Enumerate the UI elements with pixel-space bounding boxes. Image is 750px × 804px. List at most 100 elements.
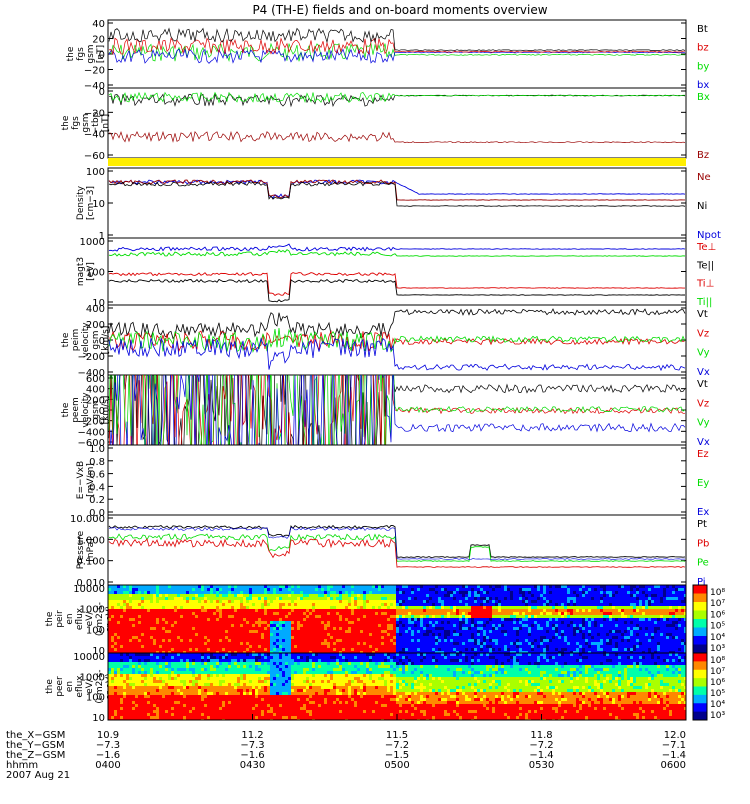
spec-cell bbox=[594, 624, 597, 627]
spec-cell bbox=[531, 615, 534, 618]
series-vz2 bbox=[109, 332, 685, 488]
spec-cell bbox=[252, 615, 255, 618]
spec-cell bbox=[609, 606, 612, 609]
spec-cell bbox=[570, 624, 573, 627]
spec-cell bbox=[225, 633, 228, 636]
spec-cell bbox=[378, 648, 381, 651]
spec-cell bbox=[417, 627, 420, 630]
spec-cell bbox=[381, 624, 384, 627]
y-axis-label: peim bbox=[71, 329, 81, 352]
spec-cell bbox=[327, 621, 330, 624]
spec-cell bbox=[504, 612, 507, 615]
spec-cell bbox=[597, 621, 600, 624]
spec-cell bbox=[321, 624, 324, 627]
spec-cell bbox=[117, 656, 120, 659]
spec-cell bbox=[252, 588, 255, 591]
spec-cell bbox=[432, 630, 435, 633]
spec-cell bbox=[264, 606, 267, 609]
spec-cell bbox=[552, 597, 555, 600]
spec-cell bbox=[186, 600, 189, 603]
spec-cell bbox=[159, 600, 162, 603]
spec-cell bbox=[300, 600, 303, 603]
spec-cell bbox=[114, 642, 117, 645]
spec-cell bbox=[153, 636, 156, 639]
spec-cell bbox=[279, 624, 282, 627]
spec-cell bbox=[249, 627, 252, 630]
panel-data bbox=[109, 244, 685, 302]
spec-cell bbox=[489, 624, 492, 627]
spec-cell bbox=[609, 627, 612, 630]
spec-cell bbox=[444, 645, 447, 648]
spec-cell bbox=[594, 594, 597, 597]
spec-cell bbox=[327, 642, 330, 645]
spec-cell bbox=[279, 612, 282, 615]
spec-cell bbox=[585, 621, 588, 624]
spec-cell bbox=[327, 639, 330, 642]
spec-cell bbox=[333, 591, 336, 594]
spec-cell bbox=[645, 600, 648, 603]
spec-cell bbox=[204, 618, 207, 621]
spec-cell bbox=[627, 597, 630, 600]
spec-cell bbox=[186, 636, 189, 639]
spec-cell bbox=[123, 716, 126, 719]
spec-cell bbox=[432, 627, 435, 630]
spec-cell bbox=[543, 612, 546, 615]
spec-cell bbox=[114, 665, 117, 668]
spec-cell bbox=[180, 624, 183, 627]
spec-cell bbox=[648, 642, 651, 645]
spec-cell bbox=[441, 642, 444, 645]
spec-cell bbox=[294, 630, 297, 633]
spec-cell bbox=[351, 639, 354, 642]
spec-cell bbox=[120, 662, 123, 665]
spec-cell bbox=[114, 606, 117, 609]
spec-cell bbox=[441, 603, 444, 606]
spec-cell bbox=[480, 615, 483, 618]
spec-cell bbox=[285, 624, 288, 627]
spec-cell bbox=[612, 600, 615, 603]
spec-cell bbox=[495, 609, 498, 612]
spec-cell bbox=[546, 600, 549, 603]
spec-cell bbox=[261, 639, 264, 642]
spec-cell bbox=[591, 639, 594, 642]
spec-cell bbox=[405, 642, 408, 645]
legend-ne: Ne bbox=[697, 172, 711, 183]
spec-cell bbox=[489, 591, 492, 594]
spec-cell bbox=[636, 645, 639, 648]
spec-cell bbox=[606, 636, 609, 639]
spec-cell bbox=[417, 636, 420, 639]
spec-cell bbox=[366, 639, 369, 642]
spec-cell bbox=[210, 594, 213, 597]
spec-cell bbox=[150, 591, 153, 594]
spec-cell bbox=[492, 588, 495, 591]
spec-cell bbox=[399, 633, 402, 636]
spec-cell bbox=[615, 609, 618, 612]
spec-cell bbox=[645, 603, 648, 606]
spec-cell bbox=[444, 618, 447, 621]
panel-data bbox=[109, 29, 685, 64]
spec-cell bbox=[153, 621, 156, 624]
spec-cell bbox=[495, 636, 498, 639]
spec-cell bbox=[123, 588, 126, 591]
spec-cell bbox=[552, 603, 555, 606]
spec-cell bbox=[246, 594, 249, 597]
spec-cell bbox=[645, 615, 648, 618]
spec-cell bbox=[138, 594, 141, 597]
spec-cell bbox=[264, 642, 267, 645]
spec-cell bbox=[462, 648, 465, 651]
spec-cell bbox=[135, 630, 138, 633]
spec-cell bbox=[378, 603, 381, 606]
y-axis-label: magt3 bbox=[76, 257, 86, 286]
spec-cell bbox=[597, 588, 600, 591]
spec-cell bbox=[660, 588, 663, 591]
spec-cell bbox=[615, 591, 618, 594]
spec-cell bbox=[534, 648, 537, 651]
spec-cell bbox=[192, 600, 195, 603]
spec-cell bbox=[363, 630, 366, 633]
spec-cell bbox=[513, 645, 516, 648]
spec-cell bbox=[186, 645, 189, 648]
spec-cell bbox=[309, 600, 312, 603]
spec-cell bbox=[120, 609, 123, 612]
spec-cell bbox=[210, 630, 213, 633]
spec-cell bbox=[519, 621, 522, 624]
spec-cell bbox=[141, 645, 144, 648]
